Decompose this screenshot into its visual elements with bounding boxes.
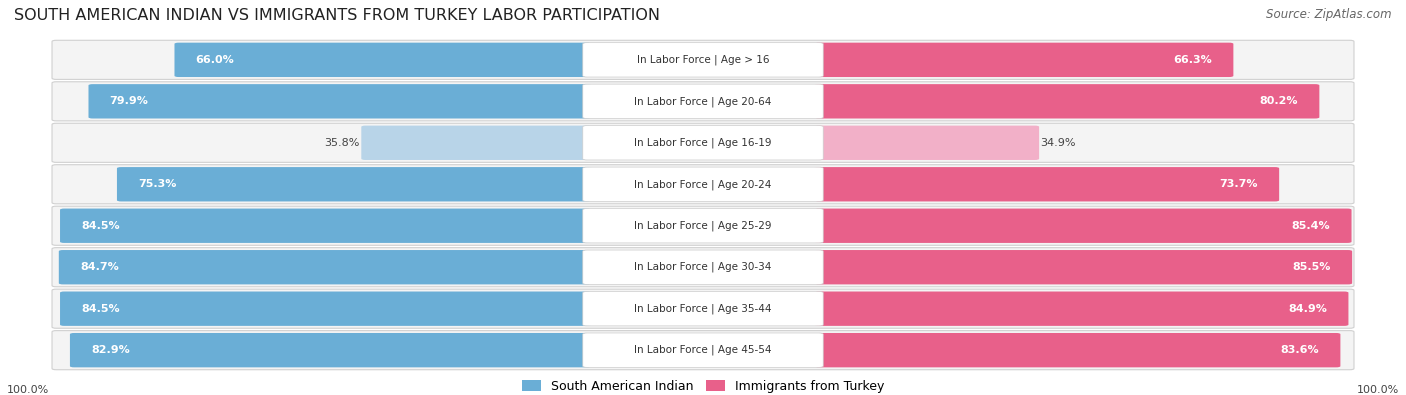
- FancyBboxPatch shape: [815, 126, 1039, 160]
- FancyBboxPatch shape: [52, 289, 1354, 328]
- FancyBboxPatch shape: [582, 292, 824, 326]
- Text: 100.0%: 100.0%: [7, 385, 49, 395]
- FancyBboxPatch shape: [89, 84, 591, 118]
- Text: 100.0%: 100.0%: [1357, 385, 1399, 395]
- Text: 83.6%: 83.6%: [1281, 345, 1319, 355]
- FancyBboxPatch shape: [52, 206, 1354, 245]
- FancyBboxPatch shape: [52, 248, 1354, 287]
- Text: In Labor Force | Age 25-29: In Labor Force | Age 25-29: [634, 220, 772, 231]
- FancyBboxPatch shape: [361, 126, 591, 160]
- FancyBboxPatch shape: [174, 43, 591, 77]
- FancyBboxPatch shape: [815, 333, 1340, 367]
- FancyBboxPatch shape: [582, 250, 824, 284]
- FancyBboxPatch shape: [815, 167, 1279, 201]
- Text: 79.9%: 79.9%: [110, 96, 149, 106]
- Text: In Labor Force | Age 30-34: In Labor Force | Age 30-34: [634, 262, 772, 273]
- Text: In Labor Force | Age 35-44: In Labor Force | Age 35-44: [634, 303, 772, 314]
- Text: 84.5%: 84.5%: [82, 304, 120, 314]
- FancyBboxPatch shape: [582, 209, 824, 243]
- FancyBboxPatch shape: [815, 209, 1351, 243]
- FancyBboxPatch shape: [582, 43, 824, 77]
- FancyBboxPatch shape: [815, 84, 1319, 118]
- Text: 82.9%: 82.9%: [91, 345, 129, 355]
- FancyBboxPatch shape: [52, 331, 1354, 370]
- FancyBboxPatch shape: [59, 250, 591, 284]
- FancyBboxPatch shape: [52, 165, 1354, 204]
- Text: In Labor Force | Age 45-54: In Labor Force | Age 45-54: [634, 345, 772, 356]
- Text: 73.7%: 73.7%: [1219, 179, 1258, 189]
- Text: 85.4%: 85.4%: [1292, 221, 1330, 231]
- Text: 80.2%: 80.2%: [1260, 96, 1298, 106]
- Text: SOUTH AMERICAN INDIAN VS IMMIGRANTS FROM TURKEY LABOR PARTICIPATION: SOUTH AMERICAN INDIAN VS IMMIGRANTS FROM…: [14, 8, 659, 23]
- Text: 85.5%: 85.5%: [1292, 262, 1331, 272]
- FancyBboxPatch shape: [60, 292, 591, 326]
- FancyBboxPatch shape: [117, 167, 591, 201]
- FancyBboxPatch shape: [815, 43, 1233, 77]
- Text: In Labor Force | Age 16-19: In Labor Force | Age 16-19: [634, 137, 772, 148]
- FancyBboxPatch shape: [582, 84, 824, 118]
- Text: In Labor Force | Age 20-24: In Labor Force | Age 20-24: [634, 179, 772, 190]
- FancyBboxPatch shape: [582, 167, 824, 201]
- FancyBboxPatch shape: [582, 126, 824, 160]
- Text: 84.9%: 84.9%: [1288, 304, 1327, 314]
- FancyBboxPatch shape: [582, 333, 824, 367]
- Text: 66.3%: 66.3%: [1174, 55, 1212, 65]
- Text: In Labor Force | Age > 16: In Labor Force | Age > 16: [637, 55, 769, 65]
- Text: 84.7%: 84.7%: [80, 262, 118, 272]
- Text: 66.0%: 66.0%: [195, 55, 235, 65]
- FancyBboxPatch shape: [52, 40, 1354, 79]
- Legend: South American Indian, Immigrants from Turkey: South American Indian, Immigrants from T…: [522, 380, 884, 393]
- FancyBboxPatch shape: [60, 209, 591, 243]
- Text: Source: ZipAtlas.com: Source: ZipAtlas.com: [1267, 8, 1392, 21]
- Text: 75.3%: 75.3%: [138, 179, 176, 189]
- Text: In Labor Force | Age 20-64: In Labor Force | Age 20-64: [634, 96, 772, 107]
- FancyBboxPatch shape: [70, 333, 591, 367]
- FancyBboxPatch shape: [815, 250, 1353, 284]
- Text: 35.8%: 35.8%: [325, 138, 360, 148]
- Text: 84.5%: 84.5%: [82, 221, 120, 231]
- FancyBboxPatch shape: [52, 82, 1354, 121]
- Text: 34.9%: 34.9%: [1040, 138, 1076, 148]
- FancyBboxPatch shape: [52, 123, 1354, 162]
- FancyBboxPatch shape: [815, 292, 1348, 326]
